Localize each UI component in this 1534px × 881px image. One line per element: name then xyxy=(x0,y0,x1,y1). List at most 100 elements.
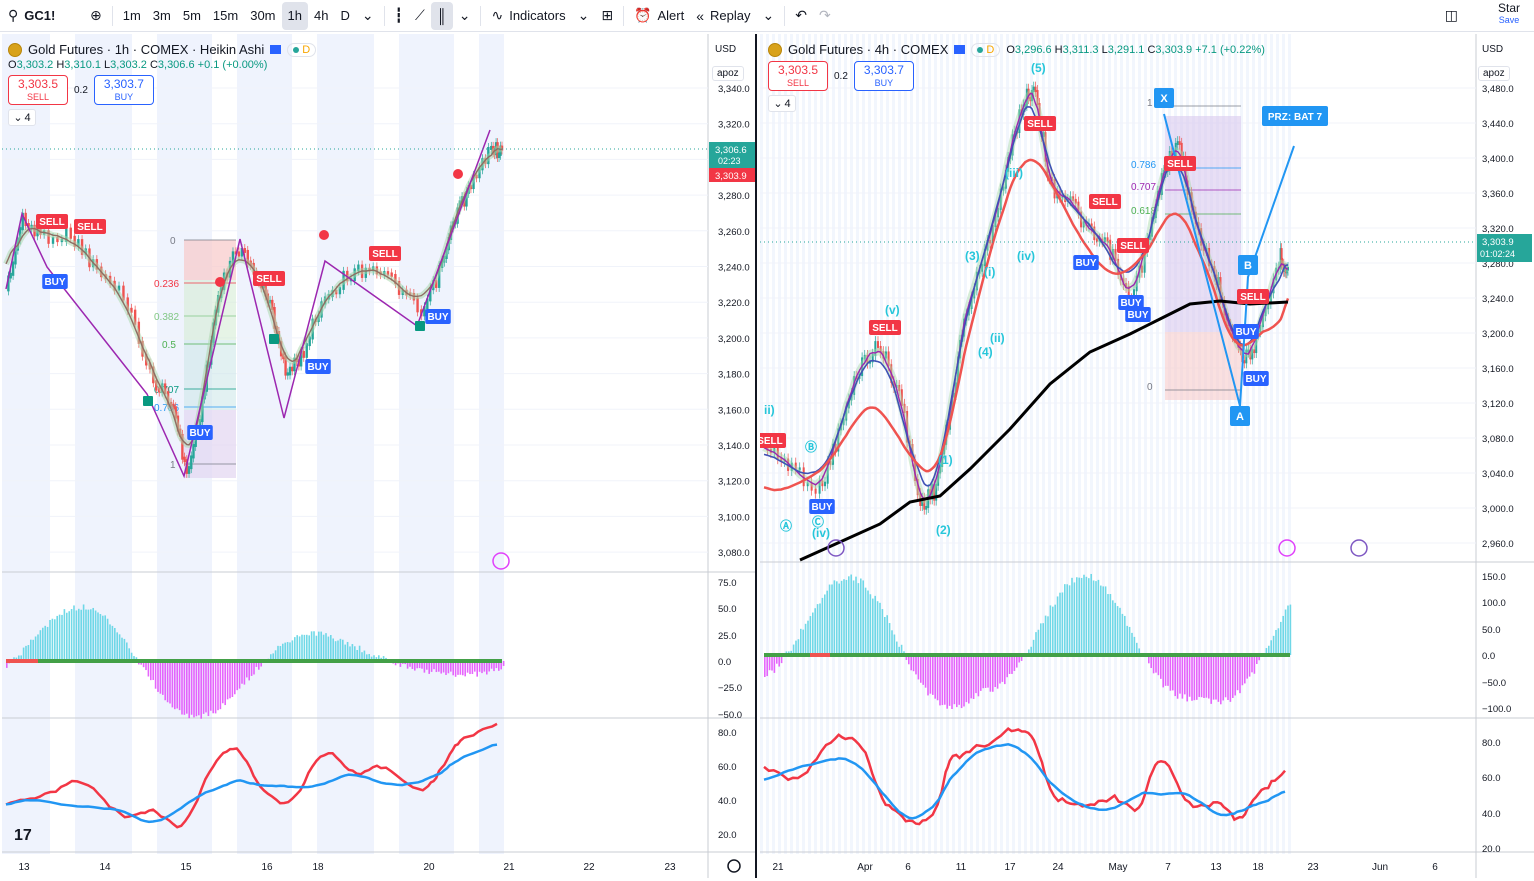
chart-pane-4h[interactable]: 3,480.0 3,440.0 3,400.0 3,360.0 3,320.0 3,280… xyxy=(760,34,1534,878)
histogram-bar xyxy=(159,661,162,694)
symbol-title: Gold Futures · 4h · COMEX xyxy=(788,42,949,57)
alert-button[interactable]: ⏰ Alert xyxy=(628,2,690,30)
scale-mode-selector[interactable]: apoz xyxy=(712,66,744,81)
sell-button[interactable]: 3,303.5 SELL xyxy=(768,61,828,91)
candle-body xyxy=(1038,103,1041,125)
replay-dropdown[interactable]: ⌄ xyxy=(757,2,781,30)
exit-marker-icon xyxy=(215,277,225,287)
interval-15m[interactable]: 15m xyxy=(212,8,239,23)
line-style-button[interactable]: ⟋ xyxy=(409,2,431,30)
interval-3m[interactable]: 3m xyxy=(152,8,171,23)
indicators-dropdown[interactable]: ⌄ xyxy=(572,2,596,30)
histogram-bar xyxy=(250,661,253,676)
replay-button[interactable]: « Replay xyxy=(690,2,756,30)
histogram-bar xyxy=(342,639,344,661)
candle-body xyxy=(386,271,390,276)
candle-body xyxy=(291,366,294,372)
histogram-bar xyxy=(42,627,44,661)
session-stripe xyxy=(880,34,883,854)
currency-selector[interactable]: USD xyxy=(1482,44,1503,55)
session-stripe xyxy=(1096,34,1099,854)
layouts-button[interactable]: ⊞ xyxy=(595,2,619,30)
redo-button[interactable]: ↷ xyxy=(813,2,837,30)
session-stripe xyxy=(892,34,895,854)
chart-canvas-1h[interactable]: 3,340.03,320.03,300.03,280.03,260.03,240… xyxy=(2,34,757,878)
sell-button[interactable]: 3,303.5 SELL xyxy=(8,75,68,105)
scale-mode-selector[interactable]: apoz xyxy=(1478,66,1510,81)
sell-signal-bg xyxy=(74,219,106,234)
interval-1m[interactable]: 1m xyxy=(122,8,141,23)
chart-type-dropdown[interactable]: ⌄ xyxy=(453,2,477,30)
interval-d[interactable]: D xyxy=(340,8,350,23)
currency-selector[interactable]: USD xyxy=(715,44,736,55)
histogram-bar xyxy=(857,583,860,655)
osc-tick-label: 25.0 xyxy=(718,631,737,642)
elliott-wave-label: Ⓑ xyxy=(805,439,817,454)
event-marker-icon xyxy=(1278,539,1296,557)
buy-label: BUY xyxy=(114,92,134,102)
histogram-bar xyxy=(896,641,898,655)
sell-signal: SELL xyxy=(760,436,783,447)
histogram-bar xyxy=(90,609,92,661)
symbol-search[interactable]: ⚲ GC1! xyxy=(0,2,84,30)
save-star-button[interactable]: Star Save xyxy=(1498,2,1520,26)
time-tick-label: 11 xyxy=(956,862,967,873)
layout-toggle-button[interactable]: ◫ xyxy=(1439,2,1464,30)
candle-body xyxy=(130,307,133,313)
histogram-bar xyxy=(795,640,797,655)
rsi-line xyxy=(5,722,498,829)
histogram-bar xyxy=(1092,580,1095,655)
check-marker-icon xyxy=(269,334,279,344)
histogram-bar xyxy=(1116,606,1119,655)
indicators-collapse-button[interactable]: ⌄ 4 xyxy=(8,109,36,126)
top-toolbar: ⚲ GC1! ⊕ 1m 3m 5m 15m 30m 1h 4h D ⌄ ┇ ⟋ … xyxy=(0,0,1534,32)
histogram-bar xyxy=(1200,655,1203,698)
candle-body xyxy=(780,457,783,462)
histogram-bar xyxy=(154,661,157,689)
time-tick-label: 16 xyxy=(261,862,273,873)
flag-icon[interactable] xyxy=(954,45,966,54)
histogram-bar xyxy=(358,645,361,661)
histogram-bar xyxy=(318,631,320,661)
indicators-collapse-button[interactable]: ⌄ 4 xyxy=(768,95,796,112)
ohlc-change: +7.1 (+0.22%) xyxy=(1195,43,1265,56)
interval-30m[interactable]: 30m xyxy=(250,8,276,23)
add-symbol-button[interactable]: ⊕ xyxy=(84,2,108,30)
price-tick-label: 3,440.0 xyxy=(1482,119,1514,130)
histogram-bar xyxy=(867,590,869,655)
bar-style-button[interactable]: ┇ xyxy=(389,2,409,30)
interval-dropdown[interactable]: ⌄ xyxy=(356,2,380,30)
histogram-bar xyxy=(886,615,888,655)
price-tick-label: 3,180.0 xyxy=(718,370,750,381)
interval-5m[interactable]: 5m xyxy=(182,8,201,23)
session-stripe xyxy=(1048,34,1051,854)
histogram-bar xyxy=(190,661,193,715)
buy-button[interactable]: 3,303.7 BUY xyxy=(93,75,154,105)
data-status-badge[interactable]: D xyxy=(287,42,317,57)
histogram-bar xyxy=(1004,655,1006,685)
buy-button[interactable]: 3,303.7 BUY xyxy=(853,61,914,91)
session-stripe xyxy=(1144,34,1147,854)
histogram-bar xyxy=(1241,655,1244,686)
histogram-bar xyxy=(1124,615,1126,655)
indicators-button[interactable]: ∿ Indicators xyxy=(485,2,571,30)
ohlc-open: 3,296.6 xyxy=(1014,43,1052,56)
histogram-bar xyxy=(1157,655,1160,676)
histogram-bar xyxy=(332,638,334,661)
interval-4h[interactable]: 4h xyxy=(313,8,329,23)
chart-pane-1h[interactable]: 3,340.03,320.03,300.03,280.03,260.03,240… xyxy=(2,34,757,878)
interval-1h[interactable]: 1h xyxy=(281,1,308,30)
histogram-bar xyxy=(430,661,433,672)
undo-button[interactable]: ↶ xyxy=(789,2,813,30)
data-status-badge[interactable]: D xyxy=(971,42,1001,57)
buy-signal-bg xyxy=(1243,371,1269,386)
time-tick-label: 18 xyxy=(1252,862,1264,873)
histogram-bar xyxy=(1191,655,1193,701)
flag-icon[interactable] xyxy=(270,45,282,54)
chart-canvas-4h[interactable]: 3,480.0 3,440.0 3,400.0 3,360.0 3,320.0 3,280… xyxy=(760,34,1534,878)
candle-style-button[interactable]: ║ xyxy=(430,1,453,30)
histogram-bar xyxy=(428,661,430,674)
histogram-bar xyxy=(968,655,970,704)
session-stripe xyxy=(958,34,961,854)
histogram-bar xyxy=(22,647,25,661)
